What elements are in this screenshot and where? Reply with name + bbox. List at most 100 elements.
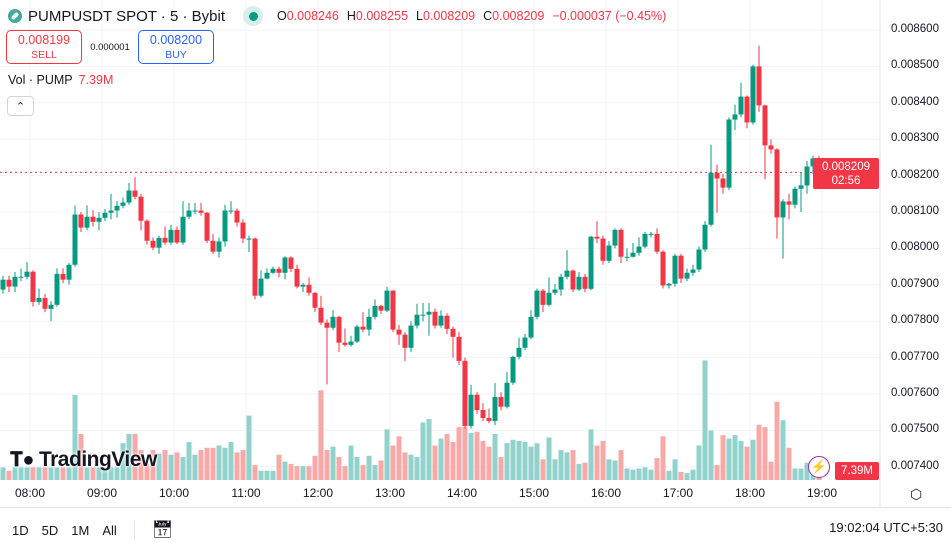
volume-bar <box>270 470 276 480</box>
volume-bar <box>186 442 192 480</box>
candle-down <box>252 238 258 296</box>
range-all[interactable]: All <box>102 522 117 538</box>
candle-up <box>624 256 630 258</box>
volume-bar <box>570 450 576 480</box>
candle-up <box>192 210 198 212</box>
volume-bar <box>60 467 66 480</box>
volume-bar <box>216 445 222 480</box>
volume-bar <box>66 467 72 480</box>
volume-bar <box>0 467 6 480</box>
candle-down <box>336 316 342 343</box>
candle-up <box>510 356 516 383</box>
volume-bar <box>504 443 510 480</box>
candle-down <box>294 268 300 287</box>
price-chart[interactable] <box>0 0 951 507</box>
volume-bar <box>276 454 282 480</box>
lightning-icon[interactable]: ⚡ <box>808 456 830 478</box>
volume-bar <box>558 450 564 480</box>
tradingview-logo[interactable]: 𝐓● TradingView <box>10 448 157 472</box>
volume-bar <box>30 467 36 480</box>
volume-bar <box>516 440 522 480</box>
volume-bar <box>240 450 246 480</box>
candle-up <box>612 229 618 246</box>
volume-bar <box>780 420 786 480</box>
candle-up <box>228 210 234 212</box>
volume-bar <box>132 434 138 480</box>
volume-bar <box>246 415 252 480</box>
time-tick-label: 10:00 <box>158 486 190 500</box>
open-value: 0.008246 <box>286 9 339 23</box>
calendar-goto-icon[interactable]: 📅︎ <box>151 520 174 539</box>
gear-icon[interactable]: ⬡ <box>910 486 923 502</box>
candle-up <box>264 272 270 279</box>
sell-button[interactable]: 0.008199 SELL <box>6 30 82 64</box>
candle-up <box>0 279 6 290</box>
volume-bar <box>204 447 210 480</box>
price-tick-label: 0.008100 <box>891 205 939 217</box>
symbol-title[interactable]: PUMPUSDT SPOT · 5 · Bybit <box>28 7 225 25</box>
candle-down <box>360 326 366 330</box>
candle-up <box>426 311 432 315</box>
candle-down <box>582 276 588 289</box>
volume-bar <box>324 450 330 480</box>
candle-up <box>636 246 642 253</box>
candle-down <box>480 410 486 419</box>
volume-bar <box>12 467 18 480</box>
candle-down <box>456 336 462 361</box>
candle-up <box>24 271 30 277</box>
range-1m[interactable]: 1M <box>71 522 90 538</box>
time-tick-label: 12:00 <box>302 486 334 500</box>
bottom-divider <box>0 507 951 508</box>
candle-down <box>162 237 168 243</box>
volume-bar <box>396 436 402 480</box>
volume-bar <box>210 447 216 480</box>
chart-header: PUMPUSDT SPOT · 5 · Bybit O0.008246 H0.0… <box>8 6 666 26</box>
price-tick-label: 0.007400 <box>891 459 939 472</box>
candle-up <box>414 314 420 326</box>
volume-bar <box>336 457 342 480</box>
time-tick-label: 18:00 <box>734 486 766 500</box>
candle-up <box>642 233 648 247</box>
candle-up <box>354 326 360 342</box>
candle-up <box>66 264 72 280</box>
volume-legend[interactable]: Vol · PUMP 7.39M <box>8 73 113 87</box>
volume-bar <box>168 454 174 480</box>
volume-bar <box>420 422 426 480</box>
high-label: H <box>346 9 356 23</box>
candle-up <box>48 304 54 309</box>
link-icon[interactable] <box>8 9 22 23</box>
volume-bar <box>750 439 756 480</box>
buy-button[interactable]: 0.008200 BUY <box>138 30 214 64</box>
candle-up <box>186 210 192 217</box>
market-open-dot-icon[interactable] <box>243 6 263 26</box>
volume-bar <box>462 427 468 480</box>
collapse-legend-button[interactable]: ⌃ <box>7 96 34 116</box>
clock-timezone[interactable]: 19:02:04 UTC+5:30 <box>829 520 943 535</box>
candle-down <box>432 311 438 326</box>
candle-down <box>486 418 492 421</box>
sell-label: SELL <box>31 49 57 61</box>
volume-bar <box>366 455 372 480</box>
candle-up <box>534 290 540 317</box>
volume-bar <box>354 457 360 480</box>
range-1d[interactable]: 1D <box>12 522 29 538</box>
range-5d[interactable]: 5D <box>41 522 59 538</box>
candle-up <box>726 119 732 188</box>
candle-down <box>654 233 660 252</box>
buy-label: BUY <box>165 49 187 61</box>
volume-bar <box>18 467 24 480</box>
buy-price: 0.008200 <box>149 33 203 47</box>
change-value: −0.000037 (−0.45%) <box>552 9 667 23</box>
volume-bar <box>222 447 228 480</box>
volume-bar <box>300 466 306 480</box>
volume-bar <box>636 468 642 480</box>
low-label: L <box>416 9 423 23</box>
candle-up <box>690 269 696 273</box>
volume-bar <box>78 434 84 480</box>
candle-up <box>468 394 474 427</box>
time-tick-label: 17:00 <box>662 486 694 500</box>
volume-bar <box>24 467 30 480</box>
volume-bar <box>702 360 708 480</box>
candle-up <box>222 210 228 242</box>
candle-up <box>96 217 102 222</box>
